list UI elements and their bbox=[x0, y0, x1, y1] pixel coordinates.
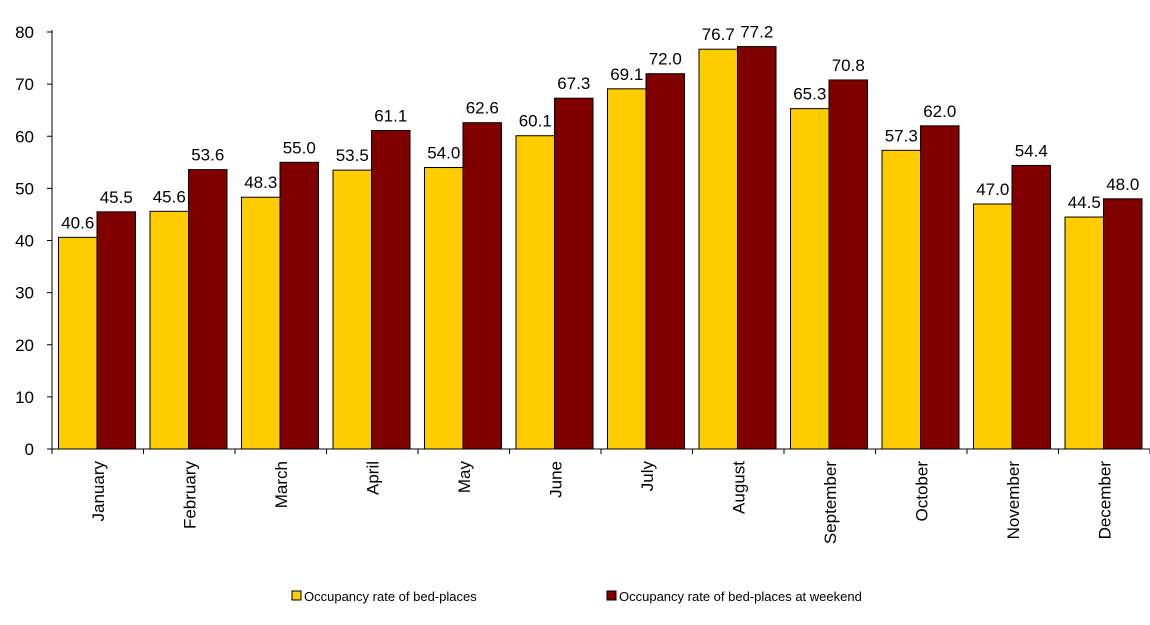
x-category-label: February bbox=[180, 461, 199, 530]
legend-label: Occupancy rate of bed-places bbox=[304, 589, 477, 604]
bar bbox=[920, 125, 960, 450]
y-tick-label: 0 bbox=[25, 440, 34, 459]
data-label: 67.3 bbox=[557, 74, 590, 93]
data-label: 70.8 bbox=[832, 56, 865, 75]
x-category-label: June bbox=[546, 461, 565, 498]
data-label: 44.5 bbox=[1068, 193, 1101, 212]
data-label: 57.3 bbox=[885, 126, 918, 145]
data-label: 45.5 bbox=[100, 188, 133, 207]
y-tick-label: 10 bbox=[15, 388, 34, 407]
x-category-label: January bbox=[89, 461, 108, 522]
data-label: 62.0 bbox=[923, 102, 956, 121]
y-tick-label: 40 bbox=[15, 232, 34, 251]
bar bbox=[737, 46, 777, 450]
bar bbox=[241, 196, 281, 450]
bar bbox=[424, 167, 464, 450]
bar bbox=[332, 169, 372, 450]
data-label: 77.2 bbox=[740, 23, 773, 42]
y-tick-label: 80 bbox=[15, 23, 34, 42]
legend-label: Occupancy rate of bed-places at weekend bbox=[619, 589, 862, 604]
legend-swatch bbox=[291, 590, 302, 601]
data-label: 60.1 bbox=[519, 112, 552, 131]
x-category-label: November bbox=[1004, 461, 1023, 540]
x-category-label: August bbox=[729, 461, 748, 514]
data-label: 45.6 bbox=[153, 187, 186, 206]
x-category-label: May bbox=[455, 461, 474, 494]
x-category-label: December bbox=[1095, 461, 1114, 540]
y-tick-label: 70 bbox=[15, 75, 34, 94]
bar bbox=[279, 161, 319, 450]
data-label: 48.3 bbox=[244, 173, 277, 192]
bar bbox=[515, 135, 555, 450]
bar bbox=[790, 108, 830, 450]
data-label: 76.7 bbox=[702, 25, 735, 44]
bar bbox=[881, 149, 921, 450]
data-label: 54.4 bbox=[1015, 141, 1048, 160]
legend: Occupancy rate of bed-places Occupancy ra… bbox=[291, 589, 862, 604]
plot-area: 0 10 20 30 40 50 60 70 80 40.6 45.5 January 45.6 53.6… bbox=[15, 23, 1150, 544]
data-label: 47.0 bbox=[976, 180, 1009, 199]
x-category-label: October bbox=[912, 461, 931, 522]
bar bbox=[973, 203, 1013, 450]
data-label: 65.3 bbox=[793, 85, 826, 104]
x-category-label: July bbox=[638, 461, 657, 492]
bar bbox=[607, 88, 647, 450]
bar bbox=[698, 48, 738, 450]
data-label: 54.0 bbox=[427, 144, 460, 163]
y-tick-label: 60 bbox=[15, 127, 34, 146]
bar bbox=[58, 236, 98, 450]
x-category-label: September bbox=[821, 461, 840, 544]
x-category-label: March bbox=[272, 461, 291, 508]
bar bbox=[1011, 164, 1051, 450]
bar bbox=[554, 97, 594, 450]
data-label: 55.0 bbox=[283, 138, 316, 157]
bar bbox=[645, 73, 685, 450]
bar bbox=[1064, 216, 1104, 450]
y-tick-label: 30 bbox=[15, 284, 34, 303]
x-category-label: April bbox=[363, 461, 382, 495]
y-tick-label: 20 bbox=[15, 336, 34, 355]
data-label: 53.6 bbox=[191, 146, 224, 165]
data-label: 69.1 bbox=[610, 65, 643, 84]
bar bbox=[462, 122, 502, 450]
bar bbox=[1103, 198, 1143, 450]
data-label: 48.0 bbox=[1106, 175, 1139, 194]
data-label: 72.0 bbox=[649, 50, 682, 69]
legend-swatch bbox=[606, 590, 617, 601]
bar bbox=[188, 169, 228, 450]
bar bbox=[149, 210, 189, 450]
data-label: 40.6 bbox=[61, 213, 94, 232]
data-label: 62.6 bbox=[466, 99, 499, 118]
bar bbox=[371, 130, 411, 450]
data-label: 61.1 bbox=[374, 107, 407, 126]
bar bbox=[828, 79, 868, 450]
data-label: 53.5 bbox=[336, 146, 369, 165]
bar bbox=[96, 211, 136, 450]
y-tick-label: 50 bbox=[15, 179, 34, 198]
